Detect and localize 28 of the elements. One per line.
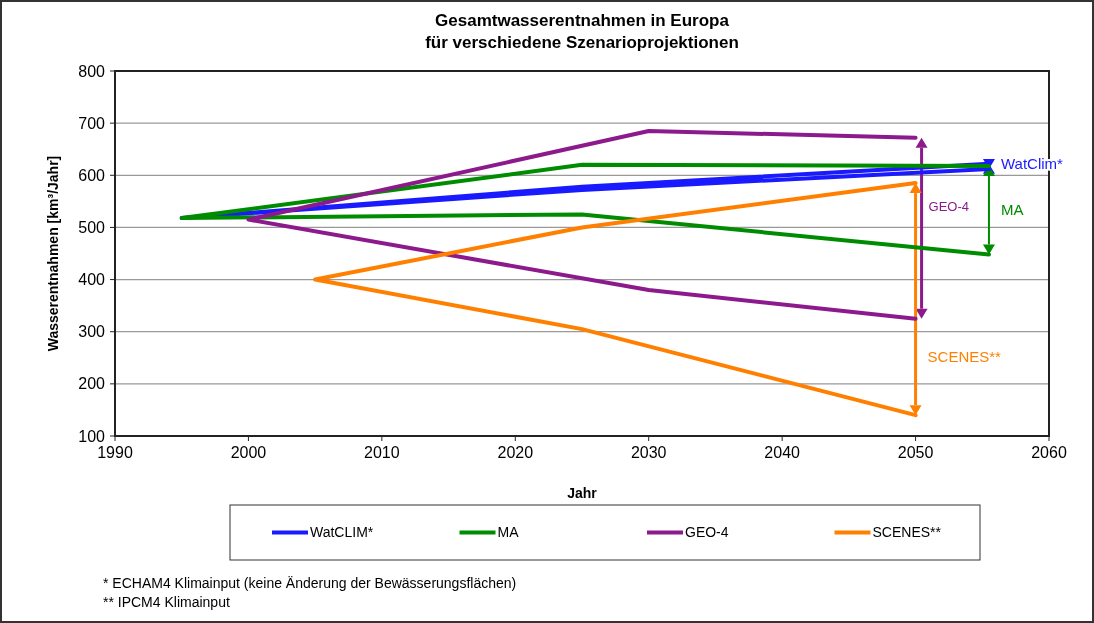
x-tick-label: 2010 bbox=[364, 444, 400, 461]
x-tick-label: 2000 bbox=[230, 444, 267, 461]
y-tick-label: 200 bbox=[78, 375, 106, 393]
legend-label: GEO-4 bbox=[685, 524, 729, 541]
legend-label: WatCLIM* bbox=[310, 524, 374, 541]
x-tick-label: 2030 bbox=[630, 444, 667, 461]
x-tick-label: 2040 bbox=[764, 444, 801, 461]
x-tick-label: 2050 bbox=[897, 444, 934, 461]
y-tick-label: 400 bbox=[78, 271, 106, 289]
text: * ECHAM4 Klimainput (keine Änderung der Bewässerungsflächen) bbox=[103, 575, 517, 591]
x-tick-label: 2020 bbox=[497, 444, 534, 461]
x-tick-label: 1990 bbox=[97, 444, 133, 461]
annotation: MA bbox=[1000, 201, 1024, 219]
legend-label: MA bbox=[497, 524, 520, 541]
text: ** IPCM4 Klimainput bbox=[103, 594, 230, 610]
annotation: GEO-4 bbox=[928, 199, 970, 215]
x-tick-label: 2060 bbox=[1031, 444, 1067, 461]
y-tick-label: 300 bbox=[78, 323, 106, 341]
y-axis-title: Wasserentnahmen [km³/Jahr] bbox=[45, 155, 61, 352]
annotation: SCENES** bbox=[927, 348, 1002, 366]
y-tick-label: 500 bbox=[78, 219, 106, 237]
legend-label: SCENES** bbox=[872, 524, 942, 541]
chart-title: Gesamtwasserentnahmen in Europa für verschiedene Szenarioprojektionen bbox=[425, 11, 739, 52]
y-tick-label: 600 bbox=[78, 166, 106, 184]
y-tick-label: 100 bbox=[78, 427, 106, 445]
y-tick-label: 800 bbox=[78, 62, 106, 80]
x-axis-title: Jahr bbox=[567, 485, 598, 501]
y-tick-label: 700 bbox=[78, 114, 106, 132]
